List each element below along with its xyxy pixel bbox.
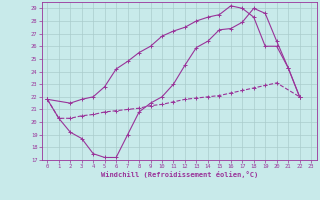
X-axis label: Windchill (Refroidissement éolien,°C): Windchill (Refroidissement éolien,°C)	[100, 171, 258, 178]
